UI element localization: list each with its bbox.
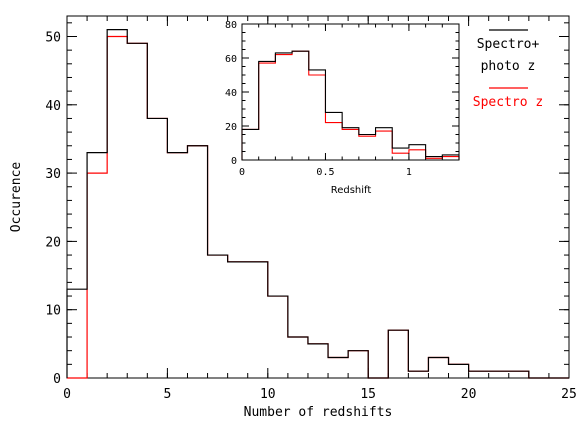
main-x-tick-label: 0	[63, 387, 71, 402]
main-y-tick-label: 40	[45, 99, 61, 114]
main-y-tick-label: 10	[45, 304, 61, 319]
main-series	[66, 29, 569, 379]
main-x-tick-label: 5	[163, 387, 171, 402]
main-x-tick-label: 25	[561, 387, 577, 402]
main-x-axis-label: Number of redshifts	[244, 405, 393, 420]
inset-y-tick-label: 20	[225, 122, 237, 133]
inset-x-tick-label: 0	[239, 167, 245, 178]
inset-x-tick-label: 0.5	[316, 167, 334, 178]
inset-y-tick-label: 0	[231, 156, 237, 167]
main-y-axis-label: Occurence	[9, 162, 24, 233]
inset-x-axis-label: Redshift	[331, 185, 372, 196]
inset-y-tick-label: 40	[225, 88, 237, 99]
main-x-tick-label: 15	[360, 387, 376, 402]
inset-x-tick-label: 1	[406, 167, 412, 178]
inset-y-tick-label: 80	[225, 20, 237, 31]
main-x-tick-label: 10	[260, 387, 276, 402]
legend-label-0-0: Spectro+	[477, 37, 540, 52]
main-plot-frame	[66, 15, 570, 379]
inset-background	[242, 24, 459, 160]
main-series-spectro-photo-z	[66, 29, 569, 379]
inset-series-spectro-photo-z	[241, 50, 460, 160]
legend: Spectro+ photo z Spectro z	[473, 29, 543, 110]
main-x-tick-label: 20	[461, 387, 477, 402]
inset-axis-ticks: 0 0.5 1 0 20 40 60 80	[225, 20, 460, 178]
inset-y-tick-label: 60	[225, 54, 237, 65]
legend-label-1-0: Spectro z	[473, 95, 543, 110]
main-y-tick-label: 50	[45, 30, 61, 45]
main-y-tick-label: 0	[53, 372, 61, 387]
main-y-tick-label: 20	[45, 235, 61, 250]
legend-label-0-1: photo z	[481, 59, 536, 74]
main-y-tick-label: 30	[45, 167, 61, 182]
inset-series	[241, 50, 460, 160]
